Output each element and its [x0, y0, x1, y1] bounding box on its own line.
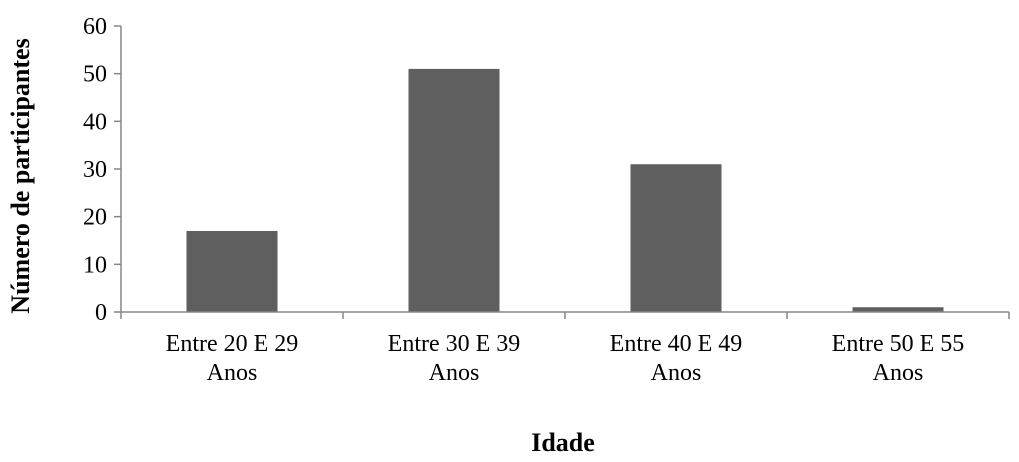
x-tick-label: Entre 30 E 39 Anos [388, 331, 521, 386]
x-tick-label: Entre 20 E 29 Anos [166, 331, 299, 386]
y-tick-label: 40 [83, 109, 107, 135]
y-tick-label: 60 [83, 14, 107, 40]
x-tick-label-line: Entre 50 E 55 [832, 331, 965, 357]
x-tick-label-line: Anos [207, 360, 258, 386]
x-tick-label: Entre 40 E 49 Anos [610, 331, 743, 386]
bar [630, 164, 722, 312]
x-tick-label-line: Entre 30 E 39 [388, 331, 521, 357]
x-tick-label-line: Anos [873, 360, 924, 386]
x-tick-label-line: Anos [651, 360, 702, 386]
x-tick-label-line: Entre 40 E 49 [610, 331, 743, 357]
bar [852, 307, 944, 312]
x-tick-label-line: Anos [429, 360, 480, 386]
x-axis-title: Idade [531, 428, 595, 457]
bar [408, 68, 500, 313]
y-axis-title: Número de participantes [6, 38, 35, 313]
y-tick-label: 20 [83, 205, 107, 231]
bar [186, 230, 278, 312]
x-tick-label: Entre 50 E 55 Anos [832, 331, 965, 386]
y-tick-label: 30 [83, 157, 107, 183]
x-tick-label-line: Entre 20 E 29 [166, 331, 299, 357]
y-tick-label: 0 [95, 300, 107, 326]
y-tick-label: 50 [83, 62, 107, 88]
y-tick-label: 10 [83, 252, 107, 278]
